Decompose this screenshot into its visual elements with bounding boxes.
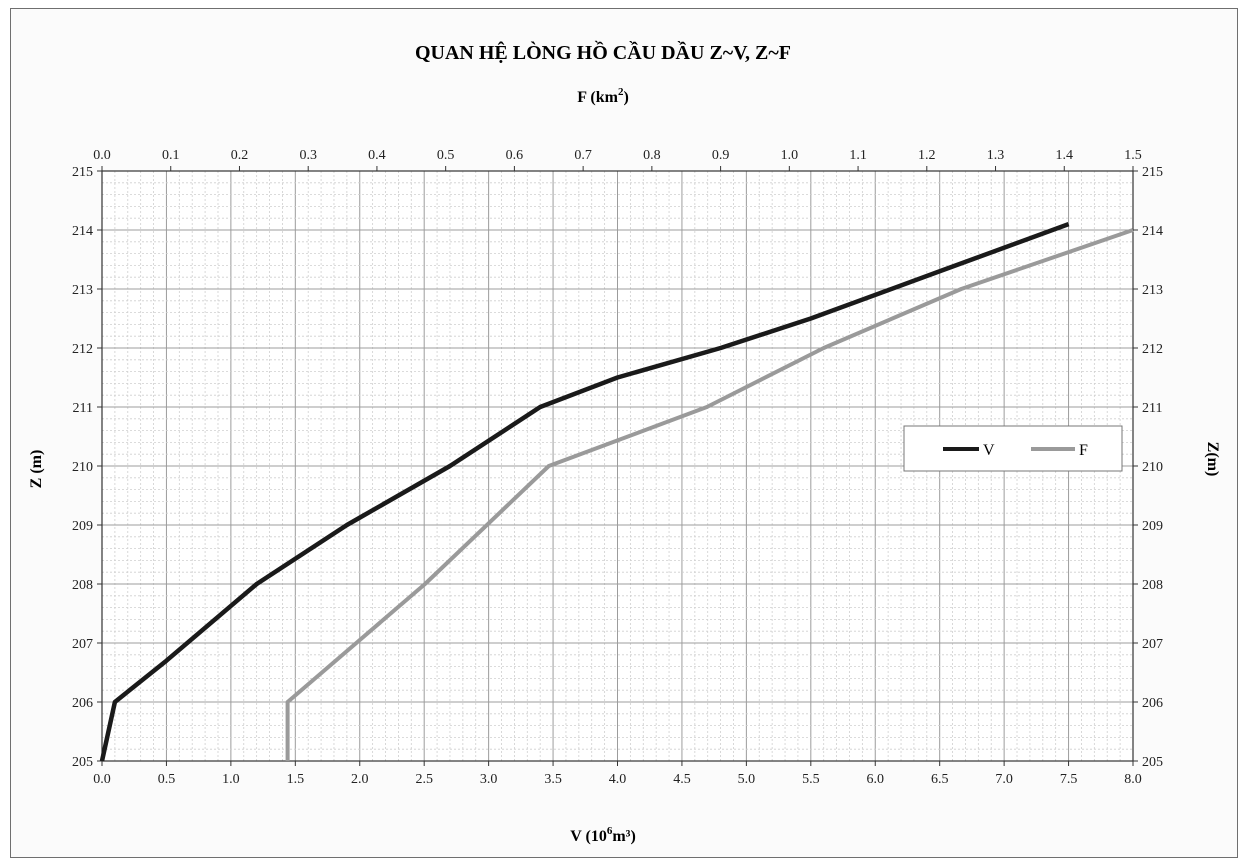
top-tick-label: 0.5 [437,148,455,163]
top-tick-label: 1.1 [849,148,867,163]
bottom-tick-label: 6.0 [867,772,885,787]
left-tick-label: 207 [72,637,93,652]
top-tick-label: 0.4 [368,148,386,163]
bottom-axis-title-end: m³) [612,828,635,845]
left-tick-label: 215 [72,165,93,180]
left-tick-label: 211 [73,401,93,416]
bottom-tick-label: 6.5 [931,772,949,787]
right-tick-label: 205 [1142,755,1163,770]
chart-frame: QUAN HỆ LÒNG HỒ CẦU DẦU Z~V, Z~F F (km2)… [10,8,1238,858]
bottom-tick-label: 7.5 [1060,772,1078,787]
bottom-tick-label: 4.5 [673,772,691,787]
bottom-tick-label: 4.0 [609,772,627,787]
left-tick-label: 206 [72,696,93,711]
top-tick-label: 1.5 [1124,148,1142,163]
right-tick-label: 215 [1142,165,1163,180]
legend: V F [903,425,1123,472]
left-tick-label: 205 [72,755,93,770]
bottom-tick-label: 3.5 [544,772,562,787]
left-tick-label: 212 [72,342,93,357]
legend-label-f: F [1079,442,1088,459]
bottom-tick-label: 5.0 [738,772,756,787]
left-tick-label: 209 [72,519,93,534]
bottom-axis-title: V (106m³) [570,825,636,845]
right-tick-label: 213 [1142,283,1163,298]
top-tick-label: 0.0 [93,148,111,163]
bottom-tick-label: 1.0 [222,772,240,787]
bottom-tick-label: 1.5 [287,772,305,787]
top-tick-label: 1.3 [987,148,1005,163]
top-tick-label: 0.1 [162,148,180,163]
top-tick-label: 0.6 [506,148,524,163]
right-tick-label: 210 [1142,460,1163,475]
right-tick-label: 214 [1142,224,1163,239]
chart-svg: QUAN HỆ LÒNG HỒ CẦU DẦU Z~V, Z~F F (km2)… [28,40,1221,845]
bottom-axis-title-main: V (10 [570,828,607,845]
series-line-v [99,221,1070,762]
bottom-tick-label: 3.0 [480,772,498,787]
right-tick-label: 206 [1142,696,1163,711]
top-tick-label: 1.0 [781,148,799,163]
left-tick-label: 213 [72,283,93,298]
left-tick-label: 214 [72,224,93,239]
left-tick-label: 210 [72,460,93,475]
bottom-tick-label: 5.5 [802,772,820,787]
right-tick-label: 208 [1142,578,1163,593]
series-lines [99,221,1134,762]
left-axis-title: Z (m) [28,450,45,489]
bottom-axis-title-sup: 6 [607,825,613,837]
chart-title: QUAN HỆ LÒNG HỒ CẦU DẦU Z~V, Z~F [415,40,791,64]
top-tick-label: 1.2 [918,148,936,163]
top-axis-title-end: ) [623,89,628,106]
right-tick-label: 207 [1142,637,1163,652]
right-tick-label: 212 [1142,342,1163,357]
top-tick-label: 0.9 [712,148,730,163]
bottom-tick-label: 0.0 [93,772,111,787]
top-tick-label: 0.8 [643,148,661,163]
bottom-tick-label: 8.0 [1124,772,1142,787]
top-axis-title: F (km2) [577,86,629,106]
series-line-f [285,228,1134,761]
legend-label-v: V [983,442,995,459]
legend-box [903,425,1123,472]
right-tick-label: 209 [1142,519,1163,534]
left-tick-label: 208 [72,578,93,593]
top-tick-label: 0.7 [574,148,592,163]
bottom-tick-label: 7.0 [995,772,1013,787]
top-axis-title-sup: 2 [618,86,624,98]
bottom-tick-label: 2.5 [415,772,433,787]
top-tick-label: 0.2 [231,148,249,163]
bottom-tick-label: 0.5 [158,772,176,787]
top-tick-label: 0.3 [299,148,317,163]
bottom-tick-label: 2.0 [351,772,369,787]
top-axis-title-main: F (km [577,89,618,106]
right-axis-title: Z(m) [1204,442,1221,477]
right-tick-label: 211 [1142,401,1162,416]
tick-labels: 0.0 0.5 1.0 1.5 2.0 2.5 3.0 3.5 4.0 4.5 5.0 5.5 6.0 6… [72,148,1163,787]
top-tick-label: 1.4 [1056,148,1074,163]
